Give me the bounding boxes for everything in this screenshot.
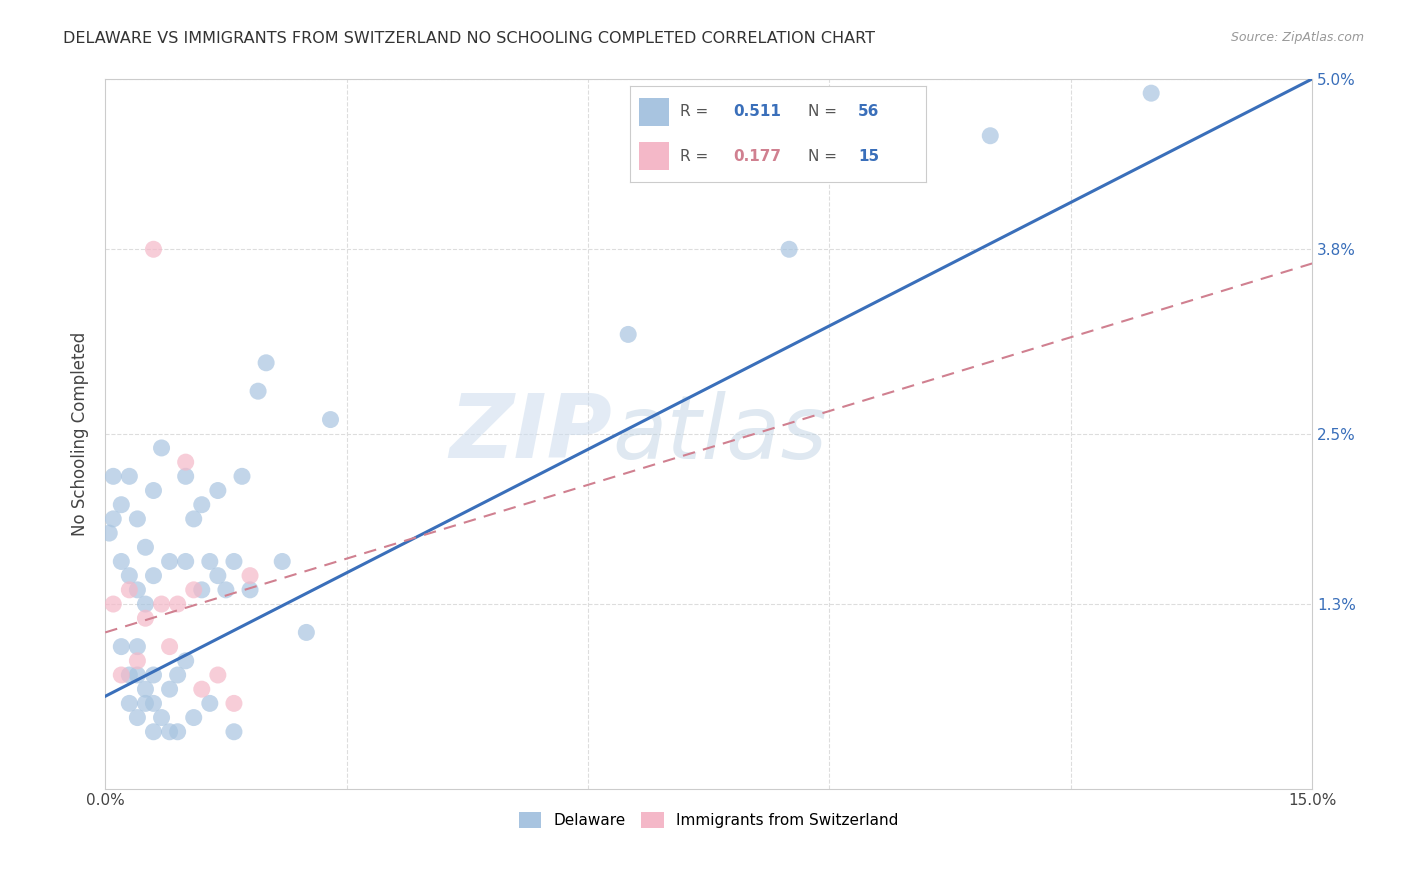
Point — [254, 356, 277, 370]
Point — [222, 724, 245, 739]
Point — [150, 441, 173, 455]
Point — [198, 554, 221, 568]
Point — [319, 412, 342, 426]
Point — [127, 710, 149, 724]
Text: Source: ZipAtlas.com: Source: ZipAtlas.com — [1230, 31, 1364, 45]
Point — [174, 654, 197, 668]
Point — [103, 512, 125, 526]
Point — [174, 554, 197, 568]
Point — [183, 710, 205, 724]
Point — [191, 682, 214, 697]
Point — [118, 697, 141, 711]
Point — [134, 697, 156, 711]
Point — [239, 568, 262, 582]
Point — [127, 668, 149, 682]
Point — [127, 654, 149, 668]
Point — [247, 384, 270, 399]
Point — [142, 242, 165, 256]
Point — [142, 668, 165, 682]
Point — [207, 568, 229, 582]
Point — [103, 469, 125, 483]
Point — [778, 242, 800, 256]
Point — [222, 554, 245, 568]
Point — [159, 682, 181, 697]
Point — [191, 582, 214, 597]
Point — [191, 498, 214, 512]
Point — [215, 582, 238, 597]
Text: DELAWARE VS IMMIGRANTS FROM SWITZERLAND NO SCHOOLING COMPLETED CORRELATION CHART: DELAWARE VS IMMIGRANTS FROM SWITZERLAND … — [63, 31, 876, 46]
Point — [118, 582, 141, 597]
Y-axis label: No Schooling Completed: No Schooling Completed — [72, 332, 89, 536]
Point — [271, 554, 294, 568]
Point — [110, 498, 132, 512]
Point — [166, 668, 188, 682]
Point — [166, 597, 188, 611]
Point — [134, 597, 156, 611]
Text: atlas: atlas — [612, 391, 827, 476]
Point — [159, 724, 181, 739]
Point — [110, 640, 132, 654]
Point — [118, 568, 141, 582]
Point — [174, 455, 197, 469]
Point — [142, 568, 165, 582]
Point — [98, 526, 121, 541]
Point — [142, 697, 165, 711]
Point — [979, 128, 1001, 143]
Point — [222, 697, 245, 711]
Legend: Delaware, Immigrants from Switzerland: Delaware, Immigrants from Switzerland — [512, 805, 905, 834]
Point — [207, 668, 229, 682]
Point — [207, 483, 229, 498]
Point — [159, 640, 181, 654]
Point — [174, 469, 197, 483]
Point — [134, 611, 156, 625]
Point — [142, 724, 165, 739]
Point — [127, 582, 149, 597]
Point — [127, 640, 149, 654]
Point — [159, 554, 181, 568]
Point — [166, 724, 188, 739]
Point — [134, 541, 156, 555]
Point — [134, 682, 156, 697]
Point — [183, 512, 205, 526]
Point — [127, 512, 149, 526]
Point — [183, 582, 205, 597]
Point — [150, 710, 173, 724]
Point — [1140, 86, 1163, 100]
Text: ZIP: ZIP — [450, 391, 612, 477]
Point — [142, 483, 165, 498]
Point — [110, 554, 132, 568]
Point — [118, 668, 141, 682]
Point — [617, 327, 640, 342]
Point — [110, 668, 132, 682]
Point — [198, 697, 221, 711]
Point — [295, 625, 318, 640]
Point — [231, 469, 253, 483]
Point — [239, 582, 262, 597]
Point — [150, 597, 173, 611]
Point — [118, 469, 141, 483]
Point — [103, 597, 125, 611]
